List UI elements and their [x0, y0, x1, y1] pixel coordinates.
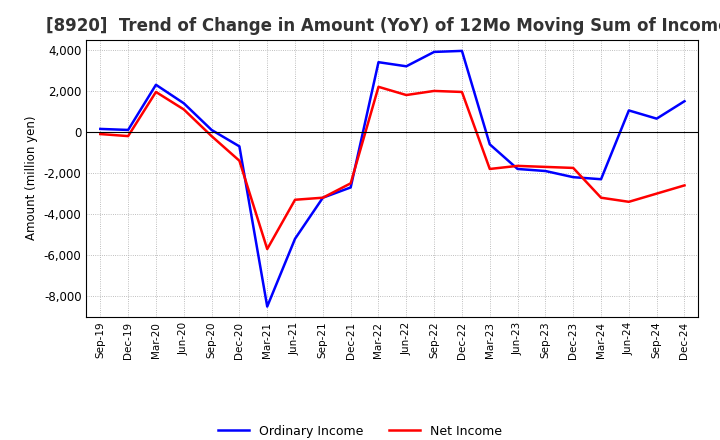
Ordinary Income: [96, 126, 104, 132]
Net Income: [597, 195, 606, 200]
Net Income: [152, 89, 161, 95]
Net Income: [207, 133, 216, 139]
Net Income: [680, 183, 689, 188]
Y-axis label: Amount (million yen): Amount (million yen): [25, 116, 38, 240]
Ordinary Income: [179, 101, 188, 106]
Net Income: [652, 191, 661, 196]
Ordinary Income: [124, 127, 132, 132]
Net Income: [235, 158, 243, 163]
Title: [8920]  Trend of Change in Amount (YoY) of 12Mo Moving Sum of Incomes: [8920] Trend of Change in Amount (YoY) o…: [45, 17, 720, 35]
Net Income: [569, 165, 577, 171]
Ordinary Income: [652, 116, 661, 121]
Ordinary Income: [569, 175, 577, 180]
Ordinary Income: [541, 169, 550, 174]
Ordinary Income: [513, 166, 522, 172]
Ordinary Income: [485, 142, 494, 147]
Net Income: [346, 181, 355, 186]
Ordinary Income: [402, 64, 410, 69]
Line: Net Income: Net Income: [100, 87, 685, 249]
Net Income: [263, 246, 271, 252]
Ordinary Income: [152, 82, 161, 88]
Legend: Ordinary Income, Net Income: Ordinary Income, Net Income: [213, 420, 507, 440]
Ordinary Income: [597, 176, 606, 182]
Net Income: [458, 89, 467, 95]
Net Income: [541, 164, 550, 169]
Ordinary Income: [207, 127, 216, 132]
Net Income: [430, 88, 438, 94]
Net Income: [96, 132, 104, 137]
Net Income: [318, 195, 327, 200]
Ordinary Income: [318, 195, 327, 200]
Ordinary Income: [291, 236, 300, 242]
Net Income: [402, 92, 410, 98]
Net Income: [124, 133, 132, 139]
Net Income: [485, 166, 494, 172]
Ordinary Income: [346, 185, 355, 190]
Ordinary Income: [263, 304, 271, 309]
Ordinary Income: [374, 59, 383, 65]
Ordinary Income: [430, 49, 438, 55]
Net Income: [624, 199, 633, 205]
Net Income: [374, 84, 383, 89]
Ordinary Income: [624, 108, 633, 113]
Net Income: [291, 197, 300, 202]
Ordinary Income: [458, 48, 467, 54]
Line: Ordinary Income: Ordinary Income: [100, 51, 685, 307]
Ordinary Income: [680, 99, 689, 104]
Net Income: [179, 107, 188, 112]
Ordinary Income: [235, 144, 243, 149]
Net Income: [513, 163, 522, 169]
